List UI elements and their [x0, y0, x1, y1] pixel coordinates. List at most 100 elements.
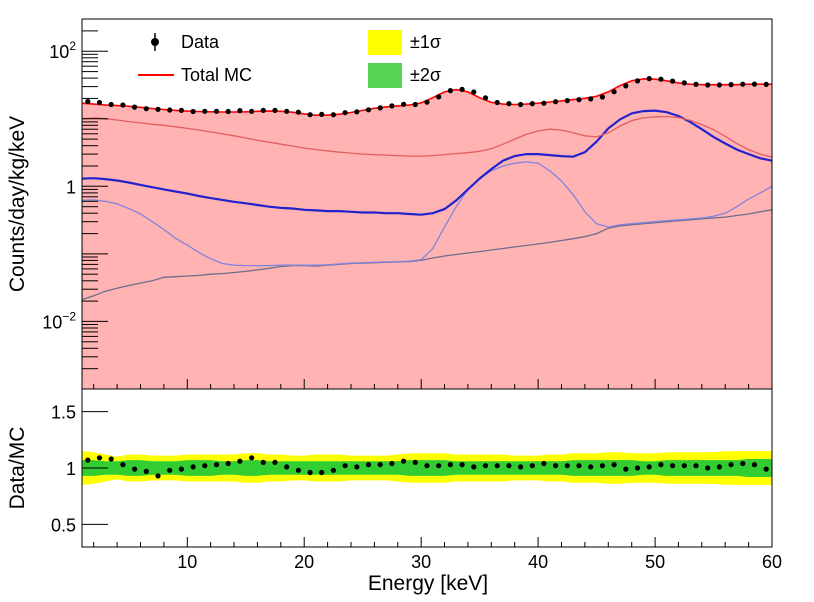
y-tick-label: 1.5	[51, 403, 76, 423]
data-point	[96, 99, 103, 106]
data-point	[763, 81, 769, 87]
ratio-point	[412, 459, 418, 465]
data-point	[354, 109, 360, 115]
x-tick-labels: 10 20 30 40 50 60	[177, 552, 782, 572]
ratio-point	[705, 465, 711, 471]
data-point	[459, 86, 465, 92]
ratio-point	[482, 463, 489, 469]
data-point	[377, 105, 383, 111]
ratio-point	[389, 460, 395, 467]
ratio-point	[576, 463, 582, 469]
ratio-point	[599, 463, 606, 469]
data-point	[202, 108, 208, 114]
ratio-point	[751, 462, 758, 468]
data-point	[634, 78, 641, 84]
data-point	[108, 101, 114, 108]
area-series-4	[82, 78, 772, 389]
ratio-point	[295, 467, 301, 473]
x-tick-label: 30	[411, 552, 431, 572]
ratio-point	[330, 467, 336, 473]
ratio-point	[564, 463, 570, 469]
data-point	[307, 112, 313, 118]
data-point	[213, 108, 220, 114]
data-point	[518, 101, 524, 108]
data-points	[85, 76, 769, 118]
ratio-point	[132, 466, 138, 472]
ratio-point	[178, 466, 184, 472]
legend-entry-3: ±2σ	[368, 63, 441, 88]
legend-marker	[151, 38, 159, 46]
ratio-point	[354, 464, 360, 470]
ratio-point	[96, 455, 103, 461]
ratio-point	[588, 464, 594, 470]
x-axis-label: Energy [keV]	[368, 572, 488, 595]
data-point	[553, 99, 559, 105]
ratio-point	[716, 464, 723, 470]
data-point	[295, 109, 301, 115]
area-edge-2	[82, 109, 772, 216]
ratio-point	[249, 455, 255, 461]
ratio-point	[120, 462, 126, 468]
data-point	[120, 102, 126, 108]
data-point	[401, 101, 407, 107]
ratio-point	[670, 463, 676, 469]
data-point	[506, 101, 512, 107]
ratio-points	[85, 455, 769, 479]
legend-swatch	[368, 30, 402, 55]
ratio-point	[459, 462, 465, 468]
data-point	[132, 104, 138, 110]
legend-label: ±2σ	[410, 65, 441, 85]
data-point	[599, 94, 606, 100]
data-point	[389, 103, 395, 109]
ratio-point	[506, 463, 512, 469]
data-point	[260, 107, 266, 113]
data-point	[284, 108, 290, 114]
ratio-point	[213, 462, 220, 468]
data-point	[330, 112, 336, 118]
top-panel: 102 1 10−2 Counts/day/kg/keV Data Total MC ±…	[6, 18, 773, 390]
y-tick-label: 102	[49, 39, 76, 62]
y-tick-label: 10−2	[42, 309, 76, 332]
data-point	[658, 76, 664, 82]
ratio-point	[494, 463, 500, 469]
y-tick-label: 1	[66, 459, 76, 479]
ratio-point	[260, 459, 266, 465]
data-point	[646, 76, 652, 82]
top-y-axis-label: Counts/day/kg/keV	[6, 116, 29, 292]
area-edge-3	[82, 115, 772, 158]
data-point	[319, 111, 325, 117]
ratio-point	[728, 462, 734, 468]
x-tick-label: 50	[645, 552, 665, 572]
data-point	[705, 82, 711, 88]
ratio-point	[529, 463, 535, 469]
data-point	[225, 108, 231, 115]
area-edge-0	[82, 209, 772, 301]
data-point	[693, 81, 699, 87]
legend-label: Data	[181, 32, 220, 52]
data-point	[249, 108, 255, 114]
ratio-point	[646, 464, 652, 470]
ratio-point	[237, 458, 243, 464]
bottom-frame	[81, 388, 773, 548]
ratio-point	[143, 468, 149, 474]
ratio-point	[319, 469, 325, 476]
y-tick-label: 0.5	[51, 515, 76, 535]
ratio-point	[377, 462, 383, 468]
bottom-y-axis-label: Data/MC	[6, 427, 29, 510]
ratio-point	[85, 457, 91, 463]
legend-swatch	[368, 63, 402, 88]
ratio-point	[436, 463, 442, 469]
top-y-tick-labels: 102 1 10−2	[42, 39, 76, 332]
bottom-ticks	[82, 411, 773, 547]
ratio-point	[167, 467, 173, 473]
ratio-point	[553, 463, 559, 469]
data-point	[237, 108, 243, 114]
ratio-point	[202, 463, 208, 469]
data-point	[342, 110, 348, 116]
data-point	[365, 107, 372, 113]
data-point	[681, 80, 687, 86]
data-point	[85, 98, 91, 105]
ratio-point	[763, 466, 769, 472]
legend-entry-2: ±1σ	[368, 30, 441, 55]
ratio-point	[681, 463, 687, 469]
